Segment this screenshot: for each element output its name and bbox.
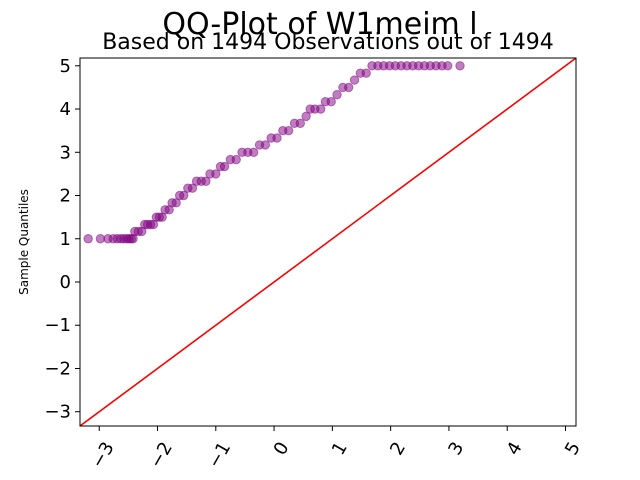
data-point <box>349 75 360 85</box>
y-tick-label: 5 <box>60 56 71 77</box>
y-tick-label: 1 <box>60 229 71 250</box>
data-point <box>248 147 259 157</box>
plot-content <box>80 58 576 426</box>
y-tick-label: 3 <box>60 142 71 163</box>
y-tick-label: 0 <box>60 272 71 293</box>
data-point <box>187 183 198 193</box>
data-point <box>171 198 181 208</box>
plot-frame <box>79 57 577 427</box>
data-point <box>231 154 241 165</box>
chart-subtitle: Based on 1494 Observations out of 1494 <box>102 30 554 55</box>
data-point <box>455 61 465 71</box>
y-tick-label: 4 <box>60 99 71 120</box>
y-tick-label: 2 <box>60 186 71 207</box>
x-axis: −3 −2 −1 0 1 2 3 4 5 <box>87 426 585 472</box>
x-tick-label: −1 <box>204 438 235 471</box>
x-tick-label: 1 <box>328 438 352 458</box>
y-tick-label: −3 <box>44 402 71 423</box>
data-point <box>301 111 311 122</box>
x-tick-label: −3 <box>87 438 118 471</box>
data-point <box>295 118 306 129</box>
reference-line <box>80 58 576 426</box>
data-point <box>361 68 371 78</box>
data-point <box>343 82 354 93</box>
data-point <box>179 190 189 201</box>
x-tick-label: 0 <box>270 438 294 458</box>
y-tick-label: −2 <box>44 358 71 379</box>
x-tick-label: −2 <box>145 438 176 471</box>
x-tick-label: 4 <box>503 438 527 458</box>
y-axis-label: Sample Quantiles <box>17 189 31 295</box>
chart-title: QQ-Plot of W1meim l <box>162 7 477 42</box>
x-tick-label: 5 <box>561 438 585 458</box>
data-point <box>211 169 221 179</box>
data-point <box>283 125 294 136</box>
data-point <box>443 61 453 71</box>
x-tick-label: 2 <box>386 438 410 458</box>
data-point <box>332 90 342 100</box>
data-point <box>326 96 336 107</box>
data-point <box>316 104 326 114</box>
data-point <box>260 140 271 150</box>
data-point <box>83 234 93 244</box>
x-tick-label: 3 <box>444 438 468 458</box>
data-point <box>201 176 211 186</box>
y-axis: −3 −2 −1 0 1 2 3 4 5 <box>44 56 80 423</box>
y-tick-label: −1 <box>44 315 71 336</box>
data-point <box>219 161 230 172</box>
data-point <box>272 133 282 143</box>
